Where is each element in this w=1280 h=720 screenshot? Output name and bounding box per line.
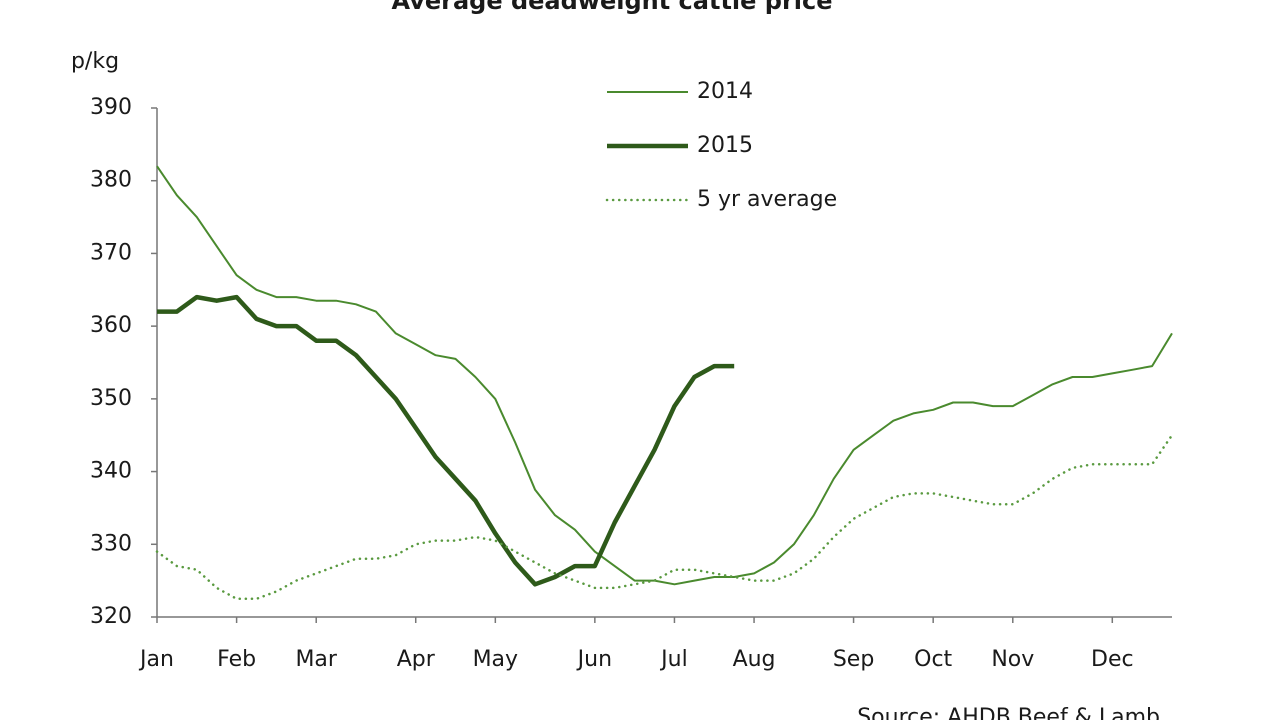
chart-title: Average deadweight cattle price xyxy=(391,0,832,15)
y-tick-label: 330 xyxy=(90,531,132,556)
x-tick-label: Feb xyxy=(217,647,256,672)
y-tick-label: 320 xyxy=(90,604,132,629)
y-tick-label: 370 xyxy=(90,240,132,265)
y-tick-label: 360 xyxy=(90,313,132,338)
series-line xyxy=(157,294,735,587)
x-tick-label: Oct xyxy=(914,647,952,672)
y-tick-label: 390 xyxy=(90,95,132,120)
legend-label: 2015 xyxy=(697,133,753,158)
y-tick-label: 380 xyxy=(90,168,132,193)
x-tick-label: May xyxy=(473,647,518,672)
x-tick-label: Mar xyxy=(295,647,337,672)
legend-label: 5 yr average xyxy=(697,187,837,212)
source: Source: AHDB Beef & Lamb xyxy=(857,705,1160,720)
series-line xyxy=(155,433,1174,601)
y-tick-label: 350 xyxy=(90,386,132,411)
x-tick-label: Apr xyxy=(397,647,436,672)
series-line xyxy=(156,165,1173,586)
x-tick-label: Sep xyxy=(833,647,874,672)
x-tick-label: Aug xyxy=(733,647,776,672)
x-tick-label: Jul xyxy=(659,647,688,672)
x-tick-label: Jun xyxy=(576,647,612,672)
x-tick-label: Jan xyxy=(138,647,174,672)
y-axis-label: p/kg xyxy=(71,49,119,74)
x-tick-label: Nov xyxy=(991,647,1034,672)
y-tick-label: 340 xyxy=(90,459,132,484)
legend-label: 2014 xyxy=(697,79,753,104)
x-tick-label: Dec xyxy=(1091,647,1134,672)
